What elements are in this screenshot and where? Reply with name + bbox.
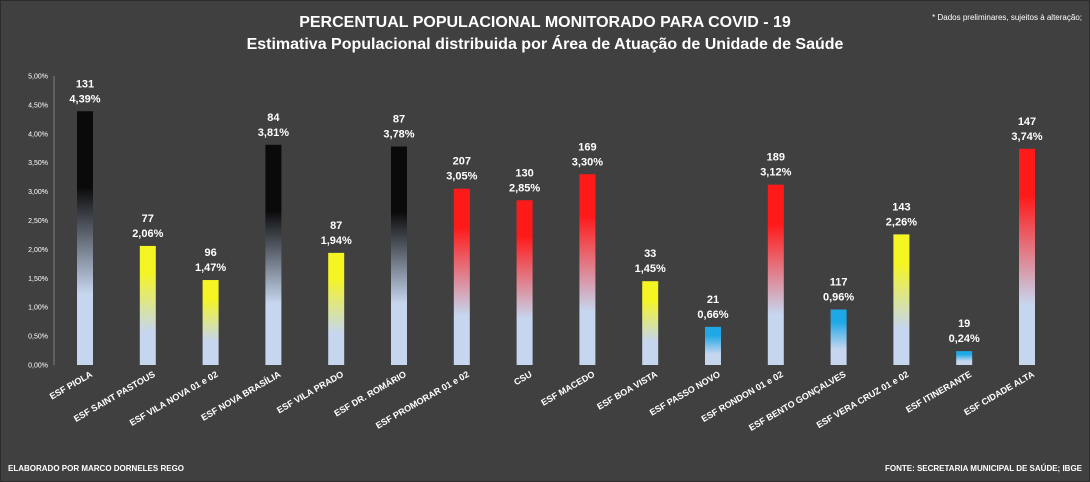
bar [391,146,407,365]
count-label: 33 [644,248,656,260]
value-label: 1,45% [635,263,666,275]
data-labels: 131 4,39% 77 2,06% 96 1,47% 84 3,81% 87 1,94% 87 3,… [69,78,1042,345]
value-label: 0,24% [949,333,980,345]
disclaimer-note: * Dados preliminares, sujeitos à alteraç… [932,13,1082,22]
value-label: 3,78% [383,129,414,141]
count-label: 96 [204,247,216,259]
value-label: 4,39% [69,93,100,105]
count-label: 87 [393,114,405,126]
bar [328,252,345,365]
y-tick-label: 4,50% [28,102,48,109]
bar [1019,148,1035,365]
count-label: 189 [767,152,785,164]
bar [265,144,282,365]
y-tick-label: 1,50% [28,276,48,283]
bar [202,280,219,365]
data-source: FONTE: SECRETARIA MUNICIPAL DE SAÚDE; IB… [884,464,1082,473]
value-label: 3,30% [572,156,603,168]
category-label: ESF CIDADE ALTA [962,369,1036,418]
value-label: 3,74% [1011,131,1042,143]
count-label: 143 [892,201,910,213]
bar [579,174,596,365]
bar [453,188,470,365]
bars [77,111,1035,366]
y-tick-label: 4,00% [28,131,48,138]
y-tick-label: 1,00% [28,305,48,312]
value-label: 2,06% [132,228,163,240]
count-label: 207 [453,156,471,168]
y-tick-label: 5,00% [28,74,48,81]
count-label: 130 [515,167,533,179]
count-label: 19 [958,318,970,330]
bar [77,111,93,366]
y-tick-label: 2,50% [28,218,48,225]
category-label: CSU [512,369,533,387]
y-tick-label: 3,00% [28,189,48,196]
category-label: ESF PIOLA [48,369,95,402]
category-label: ESF BOA VISTA [595,369,659,412]
bar [705,326,721,365]
value-label: 1,47% [195,262,226,274]
bar [767,184,784,365]
count-label: 87 [330,220,342,232]
bar [516,200,533,365]
count-label: 131 [76,78,94,90]
count-label: 147 [1018,116,1036,128]
y-tick-label: 2,00% [28,247,48,254]
count-label: 117 [830,277,848,289]
value-label: 3,81% [258,127,289,139]
count-label: 169 [578,141,596,153]
value-label: 1,94% [321,235,352,247]
bar [642,281,659,365]
count-label: 77 [142,213,154,225]
category-label: ESF MACEDO [539,369,596,408]
chart-title: PERCENTUAL POPULACIONAL MONITORADO PARA … [299,14,791,31]
bar [893,234,910,365]
bar [956,351,973,365]
y-tick-label: 0,00% [28,363,48,370]
author-credit: ELABORADO POR MARCO DORNELES REGO [8,464,185,473]
value-label: 3,12% [760,167,791,179]
value-label: 3,05% [446,171,477,183]
value-label: 0,96% [823,292,854,304]
value-label: 2,85% [509,182,540,194]
bar [139,245,156,365]
count-label: 84 [267,112,280,124]
y-tick-label: 0,50% [28,334,48,341]
y-axis: 0,00% 0,50% 1,00% 1,50% 2,00% 2,50% 3,00% 3,50%… [28,74,55,370]
count-label: 21 [707,294,719,306]
bar [830,309,847,365]
chart-subtitle: Estimativa Populacional distribuida por … [246,36,844,53]
value-label: 0,66% [697,309,728,321]
value-label: 2,26% [886,216,917,228]
y-tick-label: 3,50% [28,160,48,167]
